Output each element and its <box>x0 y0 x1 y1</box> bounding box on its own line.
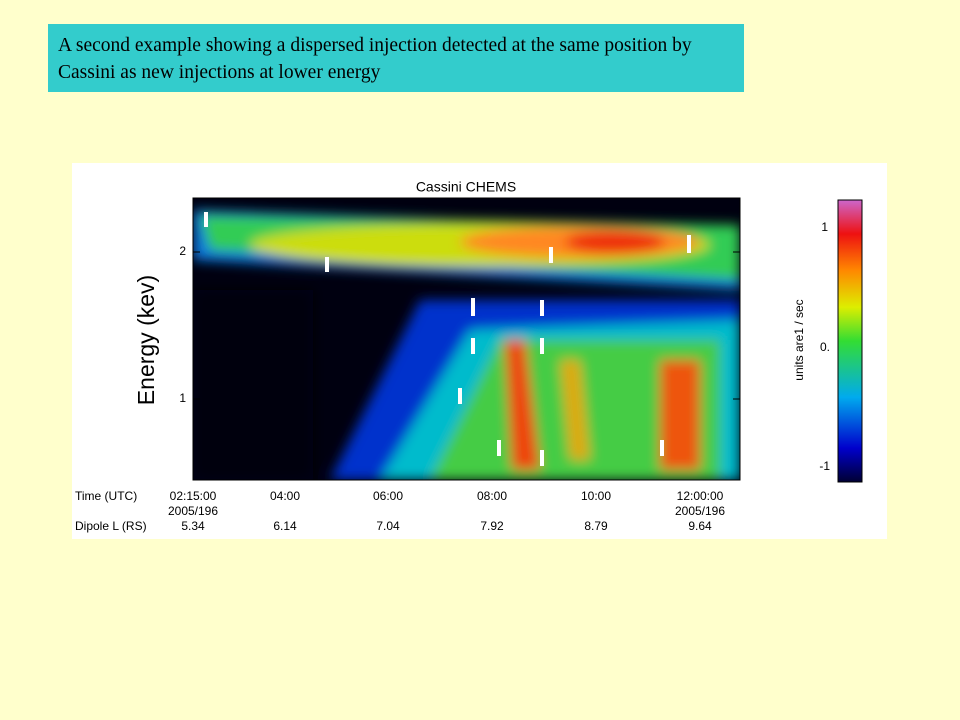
dipole-tick: 5.34 <box>181 519 205 533</box>
dipole-tick: 6.14 <box>273 519 297 533</box>
y-label: Energy (kev) <box>133 275 159 405</box>
caption: A second example showing a dispersed inj… <box>48 24 744 92</box>
time-tick: 10:00 <box>581 489 611 503</box>
spectrogram <box>193 198 740 480</box>
time-tick: 04:00 <box>270 489 300 503</box>
colorbar-tick: -1 <box>819 459 830 473</box>
plot-frame <box>192 197 741 481</box>
time-tick: 08:00 <box>477 489 507 503</box>
colorbar <box>837 199 863 483</box>
axis-ticks <box>193 251 740 400</box>
dipole-tick: 7.04 <box>376 519 400 533</box>
colorbar-tick: 0. <box>820 340 830 354</box>
time-tick: 06:00 <box>373 489 403 503</box>
dipole-tick: 8.79 <box>584 519 608 533</box>
y-tick-label: 1 <box>179 391 186 405</box>
dipole-tick: 7.92 <box>480 519 504 533</box>
figure-title: Cassini CHEMS <box>416 179 516 195</box>
time-label: Time (UTC) <box>75 489 137 503</box>
date-label: 2005/196 <box>168 504 218 518</box>
x-labels: 02:15:00 5.34 04:00 6.14 06:00 7.04 08:00 7.92 1… <box>170 489 724 533</box>
colorbar-label: units are1 / sec <box>792 299 806 380</box>
colorbar-tick: 1 <box>821 220 828 234</box>
dipole-tick: 9.64 <box>688 519 712 533</box>
dipole-label: Dipole L (RS) <box>75 519 147 533</box>
time-tick: 12:00:00 <box>677 489 724 503</box>
y-tick-label: 2 <box>179 244 186 258</box>
date-label: 2005/196 <box>675 504 725 518</box>
time-tick: 02:15:00 <box>170 489 217 503</box>
